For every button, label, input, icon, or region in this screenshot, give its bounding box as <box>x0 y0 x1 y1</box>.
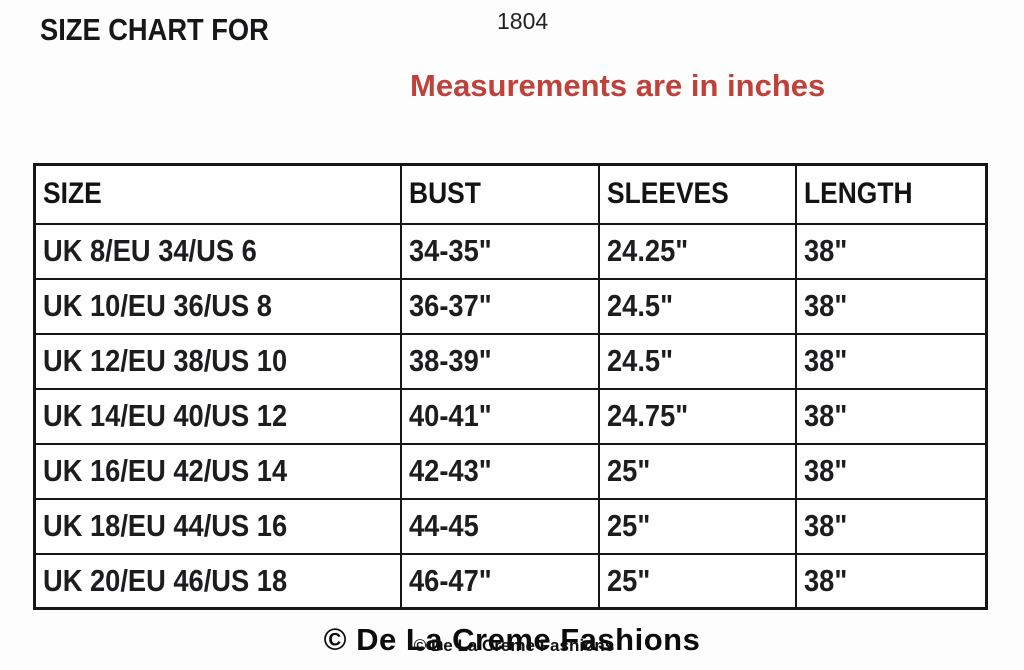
length-cell: 38" <box>794 387 988 445</box>
sleeves-value: 25" <box>606 508 650 543</box>
table-row: UK 16/EU 42/US 14 42-43" 25" 38" <box>33 442 988 500</box>
size-value: UK 14/EU 40/US 12 <box>43 398 288 433</box>
length-value: 38" <box>803 508 847 543</box>
measurement-note: Measurements are in inches <box>410 68 826 103</box>
size-value: UK 20/EU 46/US 18 <box>43 562 288 598</box>
sleeves-cell: 24.5" <box>597 277 797 335</box>
style-number: 1804 <box>497 8 549 34</box>
sleeves-cell: 25" <box>597 497 797 555</box>
column-header-sleeves-label: SLEEVES <box>606 177 729 211</box>
bust-cell: 38-39" <box>399 332 600 390</box>
table-row: UK 18/EU 44/US 16 44-45 25" 38" <box>33 497 988 555</box>
bust-cell: 44-45 <box>399 497 600 555</box>
size-cell: UK 12/EU 38/US 10 <box>33 332 402 390</box>
page-title: SIZE CHART FOR <box>40 12 300 48</box>
table-row: UK 14/EU 40/US 12 40-41" 24.75" 38" <box>33 387 988 445</box>
bust-value: 38-39" <box>408 343 492 378</box>
length-cell: 38" <box>794 277 988 335</box>
size-cell: UK 14/EU 40/US 12 <box>33 387 402 445</box>
bust-value: 34-35" <box>408 233 492 268</box>
bust-cell: 34-35" <box>399 222 600 280</box>
length-value: 38" <box>803 398 847 433</box>
copyright-watermark-small: © De La Creme Fashions <box>413 636 615 655</box>
column-header-length: LENGTH <box>794 163 988 225</box>
sleeves-value: 24.5" <box>606 288 673 323</box>
sleeves-value: 25" <box>606 453 650 488</box>
copyright-watermark-large: © De La Creme Fashions <box>323 622 701 657</box>
sleeves-cell: 25" <box>597 552 797 610</box>
size-cell: UK 16/EU 42/US 14 <box>33 442 402 500</box>
bust-cell: 36-37" <box>399 277 600 335</box>
size-cell: UK 8/EU 34/US 6 <box>33 222 402 280</box>
length-value: 38" <box>803 453 847 488</box>
column-header-size-label: SIZE <box>43 177 102 211</box>
size-value: UK 10/EU 36/US 8 <box>43 288 272 323</box>
column-header-sleeves: SLEEVES <box>597 163 797 225</box>
sleeves-cell: 24.5" <box>597 332 797 390</box>
size-cell: UK 10/EU 36/US 8 <box>33 277 402 335</box>
size-value: UK 8/EU 34/US 6 <box>43 233 257 268</box>
sleeves-value: 24.25" <box>606 233 688 268</box>
size-value: UK 12/EU 38/US 10 <box>43 343 288 378</box>
column-header-size: SIZE <box>33 163 402 225</box>
bust-cell: 46-47" <box>399 552 600 610</box>
sleeves-cell: 24.75" <box>597 387 797 445</box>
table-header: SIZE BUST SLEEVES LENGTH <box>33 163 988 225</box>
bust-cell: 42-43" <box>399 442 600 500</box>
bust-value: 40-41" <box>408 398 492 433</box>
table-row: UK 8/EU 34/US 6 34-35" 24.25" 38" <box>33 222 988 280</box>
length-cell: 38" <box>794 222 988 280</box>
bust-value: 44-45 <box>408 508 479 543</box>
sleeves-cell: 24.25" <box>597 222 797 280</box>
table-row: UK 10/EU 36/US 8 36-37" 24.5" 38" <box>33 277 988 335</box>
header-row: SIZE BUST SLEEVES LENGTH <box>33 163 988 225</box>
bust-value: 36-37" <box>408 288 492 323</box>
sleeves-value: 25" <box>606 562 650 598</box>
length-value: 38" <box>803 288 847 323</box>
length-cell: 38" <box>794 552 988 610</box>
size-value: UK 16/EU 42/US 14 <box>43 453 288 488</box>
length-value: 38" <box>803 343 847 378</box>
column-header-length-label: LENGTH <box>803 177 913 211</box>
size-cell: UK 20/EU 46/US 18 <box>33 552 402 610</box>
size-value: UK 18/EU 44/US 16 <box>43 508 288 543</box>
length-value: 38" <box>803 233 847 268</box>
page-title-text: SIZE CHART FOR <box>40 12 269 47</box>
table-row: UK 20/EU 46/US 18 46-47" 25" 38" <box>33 552 988 610</box>
size-chart-table: SIZE BUST SLEEVES LENGTH UK 8/EU 34/US 6… <box>33 163 988 610</box>
bust-value: 46-47" <box>408 562 492 598</box>
copyright-watermark: © De La Creme Fashions © De La Creme Fas… <box>0 622 1024 670</box>
sleeves-cell: 25" <box>597 442 797 500</box>
sleeves-value: 24.75" <box>606 398 688 433</box>
table-row: UK 12/EU 38/US 10 38-39" 24.5" 38" <box>33 332 988 390</box>
length-cell: 38" <box>794 332 988 390</box>
column-header-bust: BUST <box>399 163 600 225</box>
length-value: 38" <box>803 562 847 598</box>
length-cell: 38" <box>794 497 988 555</box>
column-header-bust-label: BUST <box>408 177 481 211</box>
length-cell: 38" <box>794 442 988 500</box>
sleeves-value: 24.5" <box>606 343 673 378</box>
size-cell: UK 18/EU 44/US 16 <box>33 497 402 555</box>
bust-value: 42-43" <box>408 453 492 488</box>
table-body: UK 8/EU 34/US 6 34-35" 24.25" 38" UK 10/… <box>33 222 988 610</box>
bust-cell: 40-41" <box>399 387 600 445</box>
